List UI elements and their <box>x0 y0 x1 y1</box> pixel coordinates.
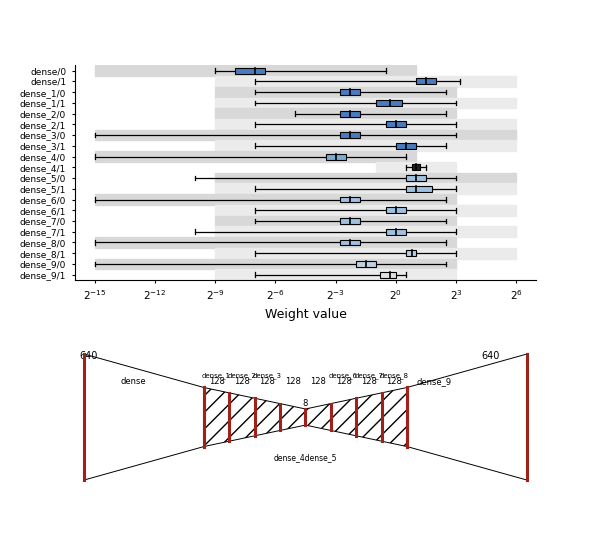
Bar <box>215 183 516 194</box>
Bar <box>340 132 359 138</box>
Bar <box>95 194 456 205</box>
Bar <box>215 248 516 258</box>
Bar <box>356 261 375 267</box>
Text: dense_3: dense_3 <box>253 373 282 380</box>
Text: 128: 128 <box>259 377 275 386</box>
Polygon shape <box>356 393 381 441</box>
Bar <box>396 143 416 149</box>
Bar <box>325 153 346 159</box>
Bar <box>380 272 396 277</box>
Polygon shape <box>407 354 527 480</box>
Bar <box>95 151 416 162</box>
Text: dense_9: dense_9 <box>416 377 451 386</box>
Bar <box>340 196 359 202</box>
Text: dense_8: dense_8 <box>380 373 409 380</box>
Text: 128: 128 <box>285 377 301 386</box>
Bar <box>386 121 406 127</box>
Polygon shape <box>331 398 356 436</box>
Text: 640: 640 <box>79 351 98 361</box>
Bar <box>340 89 359 95</box>
Bar <box>235 67 265 73</box>
Polygon shape <box>204 387 229 447</box>
Bar <box>95 129 516 140</box>
Bar <box>386 207 406 213</box>
Bar <box>95 65 416 76</box>
Text: 128: 128 <box>336 377 352 386</box>
Polygon shape <box>83 354 204 480</box>
Polygon shape <box>280 404 305 430</box>
Text: dense_7: dense_7 <box>355 373 383 380</box>
Bar <box>340 239 359 245</box>
Bar <box>215 108 456 119</box>
Text: 128: 128 <box>361 377 377 386</box>
Bar <box>406 250 416 256</box>
Bar <box>215 76 516 86</box>
Text: dense_2: dense_2 <box>228 373 256 380</box>
Bar <box>340 218 359 224</box>
Bar <box>215 269 456 280</box>
X-axis label: Weight value: Weight value <box>265 308 346 321</box>
Bar <box>215 86 456 97</box>
Bar <box>215 119 516 129</box>
Bar <box>375 100 402 106</box>
Text: 128: 128 <box>310 377 326 386</box>
Bar <box>95 237 456 248</box>
Bar <box>215 215 456 226</box>
Text: dense_6: dense_6 <box>329 373 358 380</box>
Text: dense: dense <box>120 377 146 386</box>
Bar <box>215 140 516 151</box>
Polygon shape <box>305 404 331 430</box>
Text: dense_1: dense_1 <box>202 373 231 380</box>
Text: 640: 640 <box>481 351 499 361</box>
Bar <box>406 175 426 181</box>
Polygon shape <box>254 398 280 436</box>
Bar <box>215 205 516 215</box>
Bar <box>95 258 456 269</box>
Polygon shape <box>381 387 407 447</box>
Text: 128: 128 <box>234 377 250 386</box>
Text: dense_4dense_5: dense_4dense_5 <box>274 453 337 462</box>
Text: 8: 8 <box>303 399 308 407</box>
Bar <box>375 162 456 172</box>
Text: 128: 128 <box>386 377 402 386</box>
Bar <box>386 229 406 234</box>
Bar <box>215 226 516 237</box>
Bar <box>340 110 359 116</box>
Bar <box>215 97 516 108</box>
Polygon shape <box>229 393 254 441</box>
Bar <box>416 78 436 84</box>
Bar <box>215 172 516 183</box>
Text: 128: 128 <box>209 377 225 386</box>
Bar <box>412 164 420 170</box>
Bar <box>406 186 432 191</box>
